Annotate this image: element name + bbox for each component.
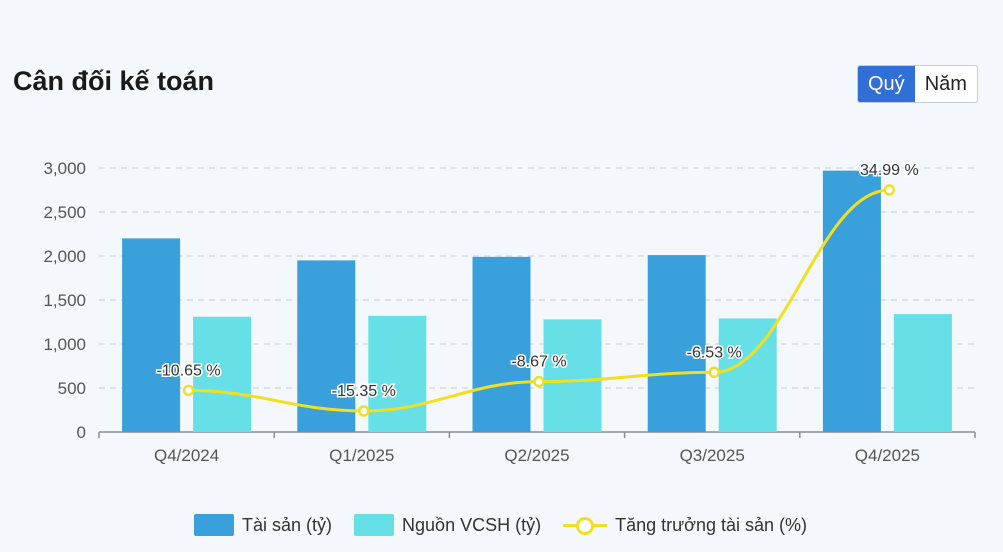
growth-point [358, 405, 370, 417]
y-tick-label: 500 [58, 379, 86, 398]
growth-point [708, 366, 720, 379]
growth-point [883, 184, 896, 196]
bar-assets [122, 238, 181, 432]
bar-equity [893, 314, 952, 432]
legend-item-growth[interactable]: Tăng trưởng tài sản (%) [563, 514, 807, 536]
legend-label-growth: Tăng trưởng tài sản (%) [615, 514, 808, 535]
bar-equity [368, 315, 427, 432]
legend-swatch-growth [563, 514, 608, 536]
toggle-year-button[interactable]: Năm [924, 73, 967, 95]
growth-point [533, 375, 545, 388]
x-tick-label: Q2/2025 [504, 446, 569, 465]
legend-label-equity: Nguồn VCSH (tỷ) [402, 514, 542, 535]
toggle-quarter-button[interactable]: Quý [858, 66, 915, 102]
legend-swatch-equity [354, 514, 395, 536]
chart-legend: Tài sản (tỷ) Nguồn VCSH (tỷ) Tăng trưởng… [194, 514, 829, 536]
growth-data-label: 34.99 % [860, 162, 919, 179]
x-tick-label: Q4/2024 [154, 446, 219, 465]
x-tick-label: Q3/2025 [680, 446, 745, 465]
growth-data-label: -8.67 % [511, 354, 566, 371]
y-tick-label: 1,000 [43, 335, 86, 354]
bar-equity [193, 316, 252, 432]
bar-assets [472, 256, 531, 432]
growth-line [188, 188, 890, 413]
y-tick-label: 2,500 [43, 203, 86, 222]
growth-data-label: -15.35 % [332, 383, 396, 400]
growth-data-label: -6.53 % [687, 344, 742, 361]
y-tick-label: 1,500 [43, 291, 86, 310]
y-tick-label: 3,000 [43, 159, 86, 178]
bar-assets [297, 260, 356, 432]
period-toggle: Quý Năm [857, 65, 978, 103]
bar-assets [647, 255, 706, 432]
y-tick-label: 0 [77, 423, 86, 442]
x-tick-label: Q4/2025 [855, 446, 920, 465]
growth-point [182, 384, 195, 397]
growth-data-label: -10.65 % [157, 362, 221, 379]
legend-item-assets[interactable]: Tài sản (tỷ) [194, 514, 332, 536]
legend-item-equity[interactable]: Nguồn VCSH (tỷ) [354, 514, 541, 536]
y-tick-label: 2,000 [43, 247, 86, 266]
legend-label-assets: Tài sản (tỷ) [242, 514, 333, 535]
x-tick-label: Q1/2025 [329, 446, 394, 465]
bar-equity [543, 319, 602, 432]
legend-swatch-assets [194, 514, 234, 536]
page-title: Cân đối kế toán [13, 66, 215, 96]
bar-assets [822, 170, 881, 432]
